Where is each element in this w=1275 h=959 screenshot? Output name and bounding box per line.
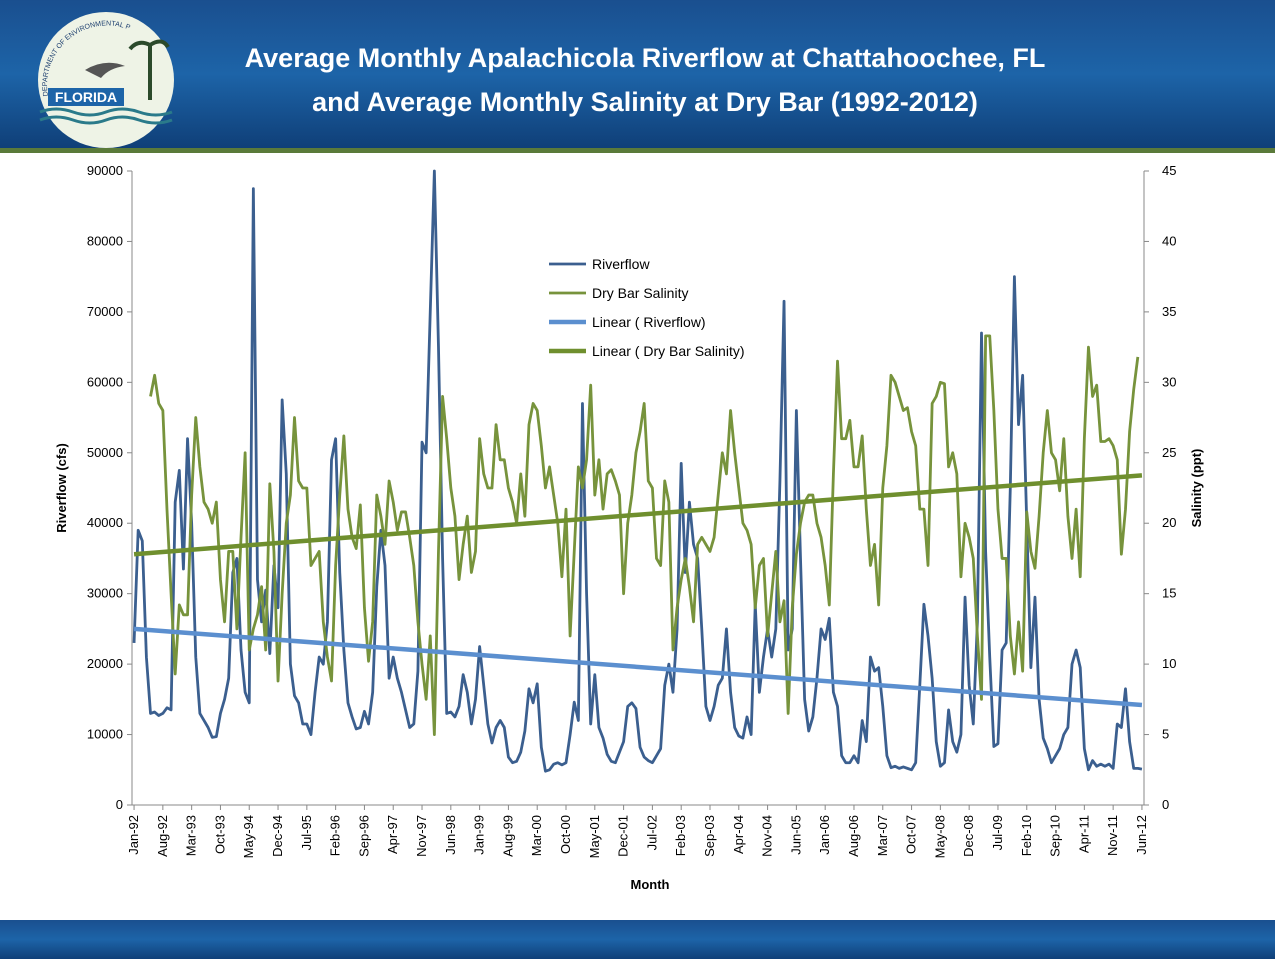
logo-waves: [39, 115, 173, 125]
footer-band: [0, 920, 1275, 959]
y2-tick-label: 15: [1162, 586, 1176, 601]
x-tick-label: Jun-05: [788, 815, 803, 855]
legend-label: Riverflow: [592, 256, 650, 272]
y2-tick-label: 30: [1162, 374, 1176, 389]
y2-axis-label: Salinity (ppt): [1189, 449, 1204, 528]
x-tick-label: Aug-06: [846, 815, 861, 857]
x-tick-label: Apr-11: [1076, 815, 1091, 853]
trend-line: [133, 473, 1143, 557]
y-tick-label: 30000: [87, 586, 123, 601]
y2-tick-label: 40: [1162, 233, 1176, 248]
x-tick-label: Jul-09: [990, 815, 1005, 850]
x-tick-label: Oct-07: [904, 815, 919, 854]
chart-title: and Average Monthly Salinity at Dry Bar …: [312, 87, 978, 117]
logo-waves: [39, 107, 173, 117]
legend-label: Linear ( Riverflow): [592, 314, 706, 330]
y-axis-label: Riverflow (cfs): [54, 443, 69, 533]
logo-palm: [128, 39, 170, 100]
y-tick-label: 0: [116, 797, 123, 812]
y2-tick-label: 5: [1162, 727, 1169, 742]
x-tick-label: Jan-92: [126, 815, 141, 855]
x-tick-label: Oct-00: [558, 815, 573, 854]
x-tick-label: Nov-97: [414, 815, 429, 857]
x-axis-label: Month: [631, 877, 670, 892]
x-tick-label: Nov-11: [1105, 815, 1120, 856]
y-tick-label: 60000: [87, 374, 123, 389]
legend-label: Dry Bar Salinity: [592, 285, 688, 301]
y-tick-label: 70000: [87, 304, 123, 319]
chart-title: Average Monthly Apalachicola Riverflow a…: [245, 43, 1046, 73]
y2-tick-label: 0: [1162, 797, 1169, 812]
x-tick-label: Dec-01: [616, 815, 631, 857]
y2-tick-label: 35: [1162, 304, 1176, 319]
logo-badge: [48, 88, 124, 106]
x-tick-label: Sep-03: [702, 815, 717, 857]
x-tick-label: Oct-93: [212, 815, 227, 854]
x-tick-label: Jan-06: [817, 815, 832, 855]
x-tick-label: Jul-95: [299, 815, 314, 850]
y2-tick-label: 10: [1162, 656, 1176, 671]
x-tick-label: May-08: [932, 815, 947, 858]
y-tick-label: 90000: [87, 163, 123, 178]
x-tick-label: Mar-93: [184, 815, 199, 856]
x-tick-label: Jun-12: [1134, 815, 1149, 855]
y2-tick-label: 20: [1162, 515, 1176, 530]
header-rule: [0, 148, 1275, 153]
y-tick-label: 80000: [87, 233, 123, 248]
trend-line: [133, 626, 1143, 708]
data-line: [132, 169, 1143, 773]
header-band: [0, 0, 1275, 148]
x-tick-label: May-01: [587, 815, 602, 858]
y2-tick-label: 25: [1162, 445, 1176, 460]
x-tick-label: Feb-03: [673, 815, 688, 856]
y-tick-label: 40000: [87, 515, 123, 530]
logo-text: FLORIDA: [55, 89, 117, 105]
x-tick-label: Aug-92: [155, 815, 170, 857]
x-tick-label: Mar-07: [875, 815, 890, 856]
x-tick-label: May-94: [241, 815, 256, 858]
x-tick-label: Aug-99: [500, 815, 515, 857]
x-tick-label: Sep-10: [1048, 815, 1063, 857]
x-tick-label: Jul-02: [644, 815, 659, 850]
x-tick-label: Mar-00: [529, 815, 544, 856]
legend: Riverflow Dry Bar Salinity Linear ( Riverf…: [549, 256, 745, 359]
x-tick-label: Jan-99: [472, 815, 487, 855]
x-tick-label: Dec-94: [270, 815, 285, 857]
x-tick-label: Nov-04: [760, 815, 775, 857]
x-tick-label: Feb-10: [1019, 815, 1034, 856]
y-tick-label: 10000: [87, 727, 123, 742]
y-tick-label: 20000: [87, 656, 123, 671]
y2-tick-label: 45: [1162, 163, 1176, 178]
y-tick-label: 50000: [87, 445, 123, 460]
x-tick-label: Feb-96: [328, 815, 343, 856]
logo-disc: [38, 12, 174, 148]
data-line: [149, 334, 1140, 736]
x-tick-label: Dec-08: [961, 815, 976, 857]
x-tick-label: Apr-97: [385, 815, 400, 854]
x-tick-label: Sep-96: [356, 815, 371, 857]
x-tick-label: Jun-98: [443, 815, 458, 855]
x-tick-label: Apr-04: [731, 815, 746, 854]
logo-bird: [85, 62, 125, 78]
legend-label: Linear ( Dry Bar Salinity): [592, 343, 745, 359]
